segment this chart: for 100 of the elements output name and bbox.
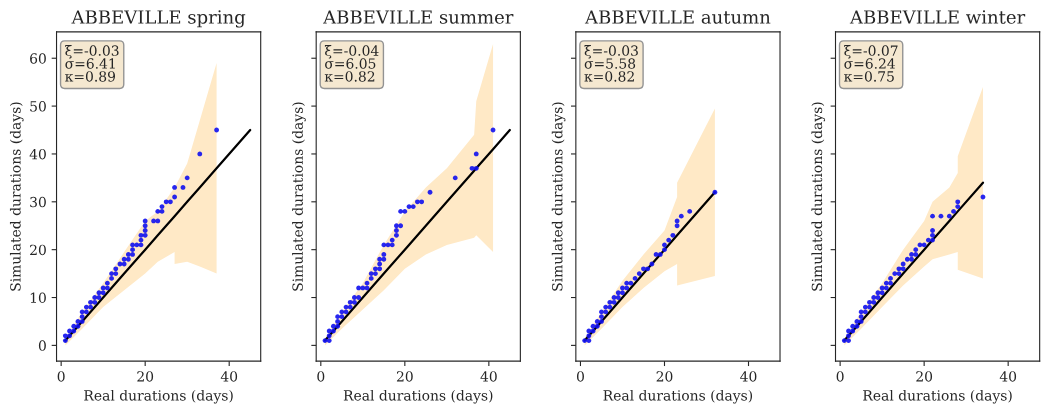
point [607, 299, 613, 305]
point [197, 151, 203, 157]
point [398, 208, 404, 214]
point [142, 228, 148, 233]
point [871, 295, 877, 300]
point [71, 328, 77, 334]
point [104, 285, 110, 291]
x-axis-title: Real durations (days) [863, 389, 1012, 404]
point [636, 271, 642, 276]
x-tick-label: 40 [480, 371, 497, 382]
point [184, 175, 190, 181]
x-tick-label: 0 [576, 371, 584, 382]
point [846, 333, 851, 339]
point [854, 323, 860, 329]
x-tick-label: 20 [137, 371, 154, 382]
annotation: ξ=-0.03 σ=5.58 κ=0.82 [584, 45, 638, 82]
point [888, 280, 893, 286]
point [155, 218, 161, 224]
point [125, 256, 131, 262]
point [109, 271, 114, 276]
point [389, 242, 395, 248]
chart-title: ABBEVILLE summer [323, 10, 514, 24]
chart-title: ABBEVILLE winter [849, 10, 1026, 24]
point [62, 338, 68, 343]
point [858, 314, 864, 320]
x-axis-title: Real durations (days) [603, 389, 753, 404]
point [125, 252, 131, 257]
y-axis-title: Simulated durations (days) [811, 102, 826, 291]
point [167, 199, 173, 205]
point [67, 333, 72, 339]
point [951, 208, 956, 214]
point [394, 228, 399, 233]
point [377, 266, 383, 272]
point [79, 314, 85, 320]
point [381, 256, 387, 262]
point [875, 290, 881, 296]
point [71, 323, 77, 329]
point [603, 309, 609, 315]
point [946, 213, 952, 219]
point [955, 204, 961, 209]
point [134, 242, 140, 248]
point [142, 232, 148, 238]
point [632, 275, 638, 281]
point [394, 232, 399, 238]
annotation: ξ=-0.04 σ=6.05 κ=0.82 [324, 45, 379, 82]
point [360, 285, 366, 291]
point [452, 175, 458, 181]
point [130, 252, 135, 257]
point [326, 333, 332, 339]
point [850, 323, 856, 329]
point [913, 252, 919, 257]
point [377, 256, 383, 262]
chart-title: ABBEVILLE autumn [584, 10, 771, 24]
x-tick-label: 40 [220, 371, 238, 382]
point [678, 213, 684, 219]
chart-title: ABBEVILLE spring [71, 10, 246, 28]
point [645, 266, 651, 272]
y-tick-label: 10 [30, 292, 46, 303]
x-tick-label: 40 [999, 371, 1017, 382]
point [909, 256, 914, 262]
point [368, 275, 374, 281]
point [615, 290, 621, 296]
point [603, 304, 609, 310]
line-series [64, 128, 252, 342]
point [469, 165, 475, 171]
y-axis-title: Simulated durations (days) [9, 102, 24, 291]
point [356, 295, 362, 300]
point [402, 208, 408, 214]
point [368, 271, 374, 276]
point [892, 271, 898, 276]
point [657, 252, 663, 257]
point [347, 299, 353, 305]
point [335, 323, 341, 329]
annotation: ξ=-0.03 σ=6.41 κ=0.89 [65, 45, 119, 82]
point [410, 204, 416, 209]
point [913, 247, 919, 253]
point [599, 319, 604, 324]
y-tick-label: 50 [30, 101, 46, 112]
point [142, 223, 148, 229]
point [620, 290, 625, 296]
point [347, 304, 353, 310]
point [163, 199, 169, 205]
point [611, 299, 617, 305]
point [594, 319, 600, 324]
x-axis-title: Real durations (days) [343, 389, 493, 404]
point [888, 275, 893, 281]
x-tick-label: 20 [916, 371, 933, 382]
point [419, 199, 425, 205]
point [335, 314, 341, 320]
point [900, 266, 906, 272]
point [599, 314, 604, 320]
point [909, 252, 914, 257]
point [100, 290, 106, 296]
point [930, 228, 935, 233]
point [155, 208, 161, 214]
point [930, 213, 935, 219]
y-tick-label: 60 [30, 53, 46, 64]
x-tick-label: 20 [656, 371, 673, 382]
point [113, 271, 119, 276]
point [662, 242, 667, 248]
